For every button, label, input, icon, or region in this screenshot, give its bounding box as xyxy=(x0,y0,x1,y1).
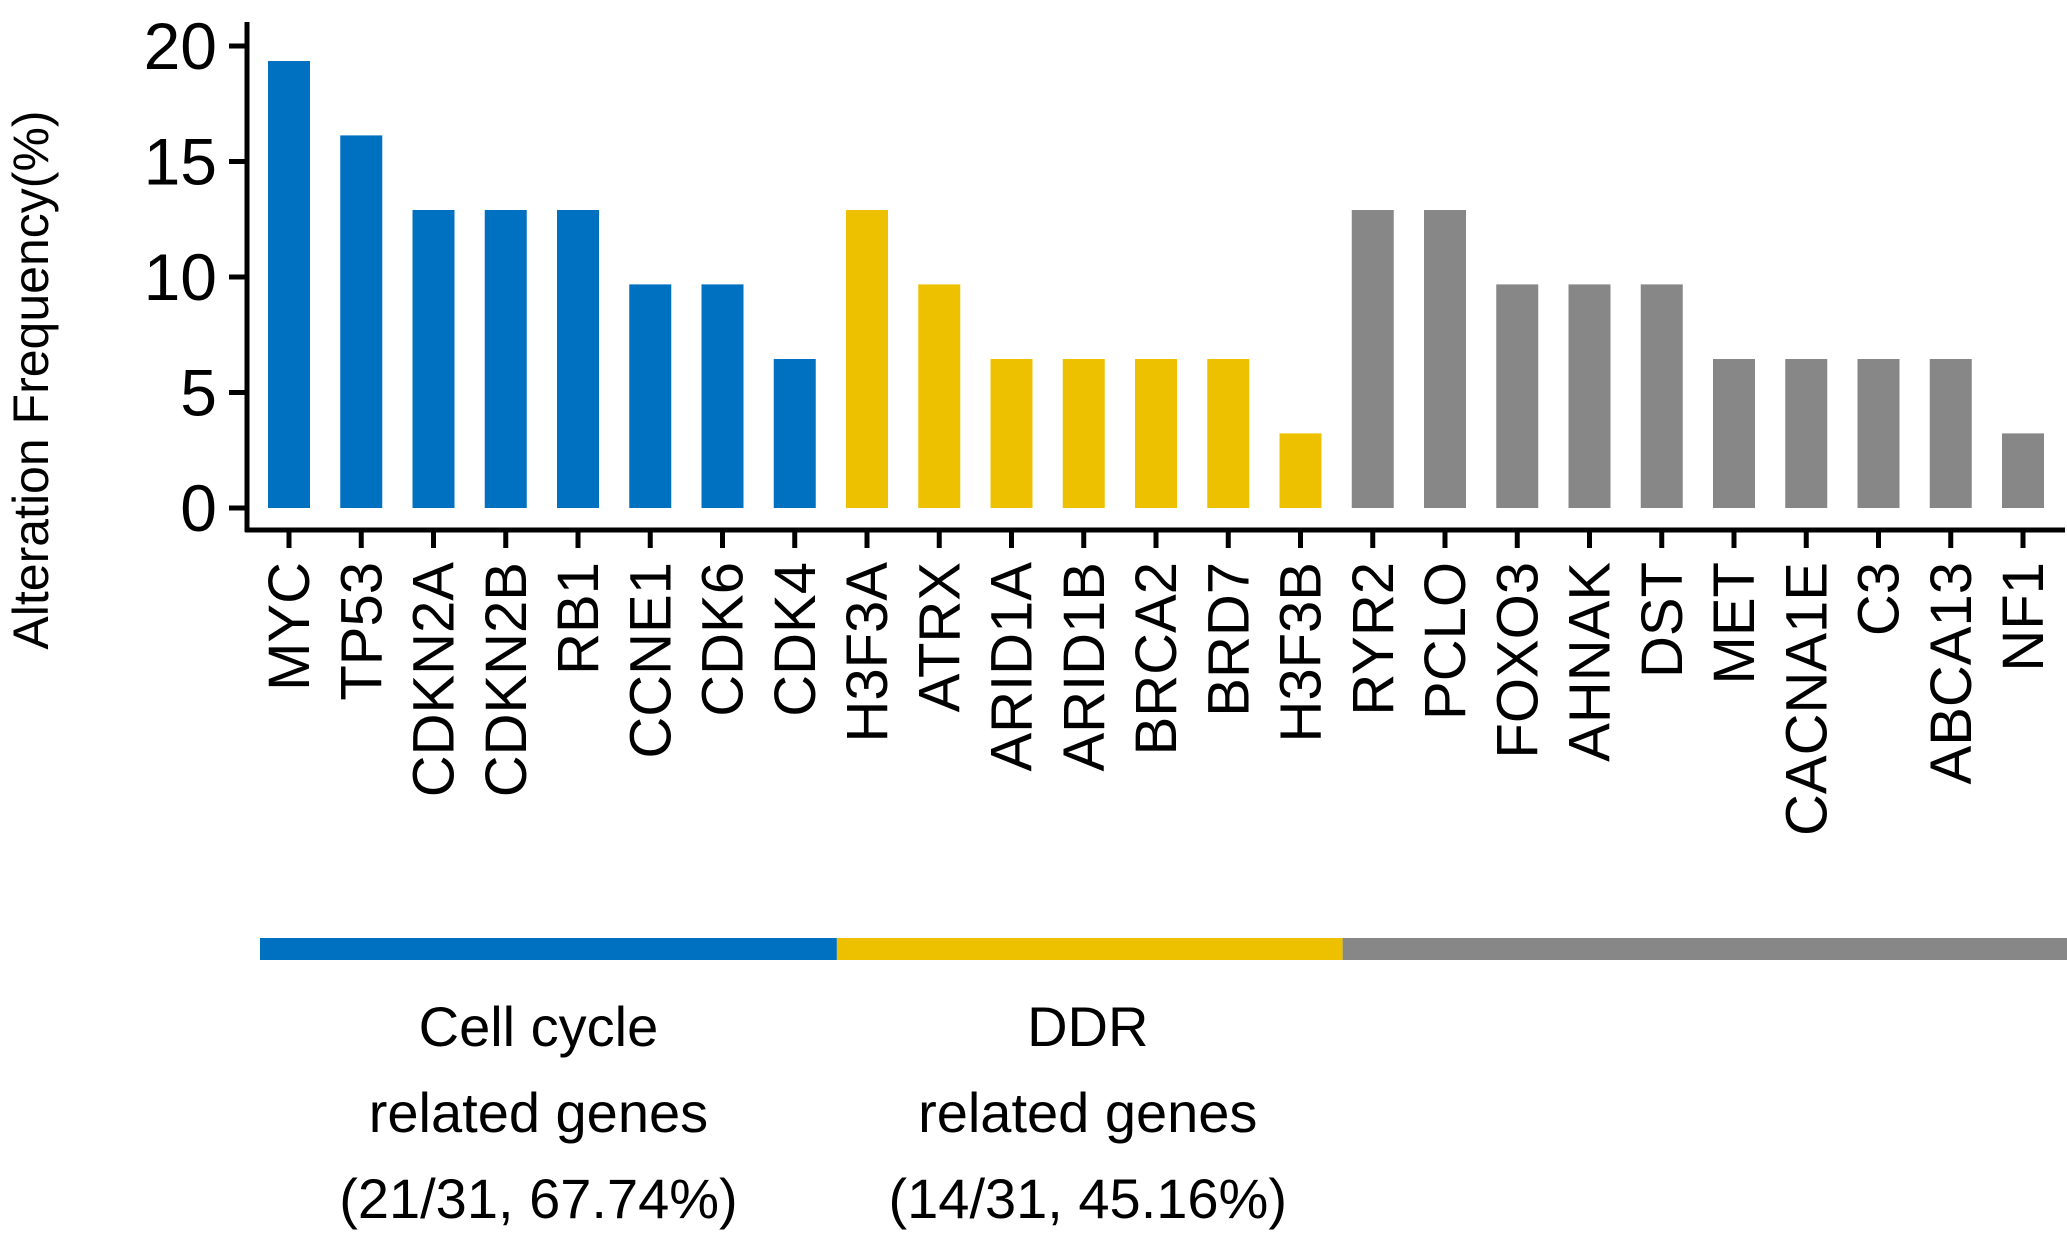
bar-cdk4 xyxy=(773,359,816,508)
bar-ryr2 xyxy=(1351,210,1394,508)
bar-abca13 xyxy=(1929,359,1972,508)
bars xyxy=(268,61,2044,508)
bar-ccne1 xyxy=(629,284,672,508)
bar-foxo3 xyxy=(1496,284,1539,508)
group-label-ddr-line2: related genes xyxy=(918,1081,1257,1144)
bar-h3f3a xyxy=(846,210,888,508)
group-bar-ddr xyxy=(836,938,1343,960)
bar-arid1b xyxy=(1062,359,1105,508)
x-tick-label-cacna1e: CACNA1E xyxy=(1774,562,1839,836)
y-tick-label: 15 xyxy=(144,125,217,199)
x-tick-label-ryr2: RYR2 xyxy=(1341,562,1406,716)
group-label-cell_cycle-line1: Cell cycle xyxy=(419,995,659,1058)
bar-rb1 xyxy=(557,210,599,508)
bar-dst xyxy=(1640,284,1683,508)
group-label-cell_cycle-line2: related genes xyxy=(369,1081,708,1144)
x-tick-label-arid1a: ARID1A xyxy=(980,562,1045,772)
bar-nf1 xyxy=(2002,433,2044,508)
x-tick-label-ccne1: CCNE1 xyxy=(618,562,683,759)
x-tick-label-h3f3b: H3F3B xyxy=(1269,562,1334,743)
bar-cdkn2b xyxy=(484,210,527,508)
group-label-ddr-line3: (14/31, 45.16%) xyxy=(889,1167,1287,1230)
x-tick-label-nf1: NF1 xyxy=(1991,562,2056,672)
bar-pclo xyxy=(1424,210,1466,508)
x-tick-label-cdk4: CDK4 xyxy=(763,562,828,717)
bar-h3f3b xyxy=(1279,433,1322,508)
group-bars xyxy=(260,938,2067,960)
x-tick-label-met: MET xyxy=(1702,562,1767,684)
bar-ahnak xyxy=(1568,284,1611,508)
bar-arid1a xyxy=(990,359,1033,508)
x-tick-label-brca2: BRCA2 xyxy=(1124,562,1189,755)
bar-brca2 xyxy=(1135,359,1177,508)
x-tick-label-pclo: PCLO xyxy=(1413,562,1478,720)
bar-brd7 xyxy=(1207,359,1250,508)
bar-cacna1e xyxy=(1785,359,1828,508)
x-tick-label-cdkn2a: CDKN2A xyxy=(402,562,467,798)
y-tick-label: 20 xyxy=(144,9,217,83)
x-tick-label-c3: C3 xyxy=(1847,562,1912,636)
y-tick-label: 10 xyxy=(144,240,217,314)
x-axis xyxy=(245,527,2065,548)
y-axis-title: Alteration Frequency(%) xyxy=(3,110,59,649)
group-label-ddr-line1: DDR xyxy=(1027,995,1148,1058)
x-tick-label-ahnak: AHNAK xyxy=(1558,562,1623,762)
bar-met xyxy=(1713,359,1755,508)
y-tick-label: 0 xyxy=(180,471,217,545)
bar-tp53 xyxy=(340,135,383,508)
x-tick-label-brd7: BRD7 xyxy=(1196,562,1261,717)
group-bar-other xyxy=(1342,938,2067,960)
x-tick-label-h3f3a: H3F3A xyxy=(835,562,900,743)
x-tick-label-tp53: TP53 xyxy=(329,562,394,701)
group-bar-cell_cycle xyxy=(260,938,837,960)
bar-myc xyxy=(268,61,310,508)
x-tick-label-cdk6: CDK6 xyxy=(691,562,756,717)
group-label-cell_cycle-line3: (21/31, 67.74%) xyxy=(339,1167,737,1230)
y-tick-label: 5 xyxy=(180,356,217,430)
x-tick-label-dst: DST xyxy=(1630,562,1695,678)
x-tick-label-atrx: ATRX xyxy=(907,562,972,712)
x-tick-label-arid1b: ARID1B xyxy=(1052,562,1117,772)
x-tick-label-cdkn2b: CDKN2B xyxy=(474,562,539,797)
x-tick-label-abca13: ABCA13 xyxy=(1919,562,1984,784)
group-labels: Cell cycle related genes (21/31, 67.74%) DD… xyxy=(339,995,1287,1230)
bar-cdk6 xyxy=(701,284,744,508)
bar-cdkn2a xyxy=(412,210,455,508)
x-tick-label-myc: MYC xyxy=(257,562,322,691)
bar-atrx xyxy=(918,284,961,508)
x-tick-label-foxo3: FOXO3 xyxy=(1485,562,1550,759)
x-tick-label-rb1: RB1 xyxy=(546,562,611,675)
bar-c3 xyxy=(1857,359,1900,508)
y-axis: 0 5 10 15 20 xyxy=(144,9,250,545)
category-labels: MYC TP53 CDKN2A CDKN2B RB1 CCNE1 CDK6 CDK4 H3F3A… xyxy=(257,562,2056,836)
